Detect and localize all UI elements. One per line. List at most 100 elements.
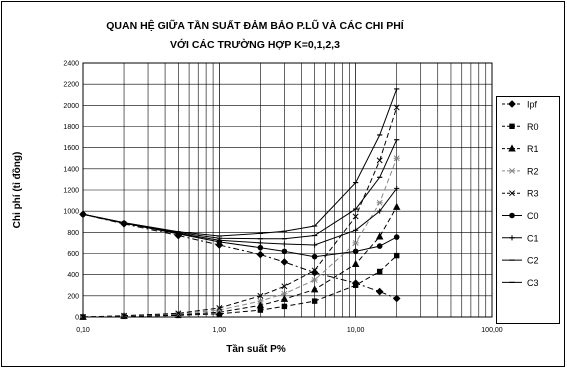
data-point-r3 (80, 314, 86, 320)
data-point-c1 (281, 241, 287, 247)
data-point-r0 (352, 282, 359, 288)
data-point-r0 (257, 307, 264, 313)
y-tick-label: 600 (67, 251, 79, 258)
data-point-r2 (393, 155, 400, 162)
data-point-c0 (376, 243, 383, 249)
legend-label: R2 (527, 166, 539, 176)
legend-label: R0 (527, 122, 539, 132)
y-axis-title: Chi phí (tỉ đồng) (11, 152, 23, 229)
legend-marker (508, 100, 516, 108)
y-tick-label: 400 (67, 272, 79, 279)
y-tick-label: 1000 (63, 209, 79, 216)
legend-label: C0 (527, 211, 539, 221)
data-point-r1 (256, 301, 265, 309)
data-point-c1 (257, 240, 263, 246)
data-point-c1 (394, 185, 400, 192)
y-tick-label: 1200 (63, 188, 79, 195)
data-point-r2 (281, 290, 288, 297)
y-tick-label: 200 (67, 293, 79, 300)
series-r3 (80, 104, 400, 320)
legend-marker (509, 235, 515, 241)
chart-title: QUAN HỆ GIỮA TẦN SUẤT ĐẢM BẢO P.LŨ VÀ CÁ… (106, 20, 404, 32)
legend-marker (508, 144, 516, 152)
series-line-c1 (82, 188, 398, 246)
legend-label: R3 (527, 189, 539, 199)
x-tick-label: 0,10 (76, 327, 90, 334)
legend-label: C2 (527, 256, 539, 266)
data-point-r1 (351, 259, 360, 267)
legend-item-c3: C3 (502, 278, 539, 288)
series-c2 (80, 139, 400, 240)
data-point-r0 (394, 252, 400, 259)
plot-area (82, 62, 493, 318)
data-point-r0 (281, 303, 288, 310)
data-point-r3 (311, 267, 318, 274)
y-tick-label: 800 (67, 230, 79, 237)
data-point-c0 (352, 248, 359, 255)
series-line-c3 (82, 88, 398, 237)
x-tick-label: 100,00 (481, 327, 503, 334)
x-axis-title: Tần suất P% (226, 343, 286, 355)
data-point-c0 (393, 234, 400, 240)
grid (82, 62, 493, 318)
data-point-r3 (352, 213, 359, 220)
data-point-c0 (311, 253, 318, 260)
y-tick-label: 1400 (63, 166, 79, 173)
x-axis-ticks: 0,10 1,00 10,00 100,00 (76, 327, 503, 334)
legend-item-r3: R3 (502, 189, 539, 199)
data-point-r1 (375, 232, 384, 240)
y-tick-label: 1800 (63, 124, 79, 131)
data-point-r2 (311, 277, 318, 283)
data-point-c1 (377, 208, 383, 214)
series-line-ipf (82, 213, 397, 299)
legend-item-c1: C1 (502, 233, 539, 243)
data-point-ipf (375, 287, 384, 296)
legend-marker (508, 167, 516, 174)
data-point-r3 (216, 305, 223, 311)
data-point-r3 (393, 104, 400, 111)
series-r0 (80, 252, 400, 320)
legend (496, 96, 560, 324)
series-ipf (79, 210, 401, 303)
legend-marker (509, 123, 515, 129)
data-point-r0 (311, 298, 318, 304)
data-point-r3 (175, 310, 182, 317)
data-point-ipf (280, 258, 289, 266)
data-point-ipf (310, 268, 319, 277)
data-point-c1 (353, 227, 359, 233)
y-axis-ticks: 0 200 400 600 800 1000 1200 1400 1600 1800 2000 220… (63, 61, 79, 322)
data-point-r0 (376, 268, 383, 275)
legend-label: C3 (527, 278, 539, 288)
data-point-ipf (256, 250, 265, 259)
legend-item-c2: C2 (502, 256, 539, 266)
data-point-r2 (352, 239, 359, 246)
legend-marker (509, 212, 515, 219)
data-point-r1 (392, 202, 401, 210)
data-point-r2 (175, 311, 182, 317)
x-tick-label: 10,00 (347, 327, 365, 334)
data-point-r2 (257, 298, 264, 305)
legend-items: Ipf R0 R1 R2 R3 C0 C1 C2 C3 (502, 100, 539, 288)
data-point-r3 (257, 292, 264, 299)
legend-item-r0: R0 (502, 122, 539, 132)
data-point-r3 (281, 283, 288, 290)
y-tick-label: 1600 (63, 145, 79, 152)
legend-item-r2: R2 (502, 166, 539, 176)
series-c0 (80, 211, 400, 260)
series-c3 (80, 88, 400, 237)
data-point-ipf (392, 294, 401, 303)
series-layer (79, 88, 401, 320)
data-point-r3 (376, 157, 383, 164)
y-tick-label: 2200 (63, 82, 79, 89)
y-tick-label: 2400 (63, 61, 79, 68)
legend-label: R1 (527, 144, 539, 154)
data-point-r3 (121, 312, 127, 319)
legend-label: Ipf (527, 100, 538, 110)
x-tick-label: 1,00 (213, 327, 227, 334)
data-point-r1 (280, 294, 289, 302)
legend-item-c0: C0 (502, 211, 539, 221)
series-line-r3 (82, 107, 398, 318)
series-r1 (79, 202, 401, 320)
legend-item-r1: R1 (502, 144, 539, 154)
